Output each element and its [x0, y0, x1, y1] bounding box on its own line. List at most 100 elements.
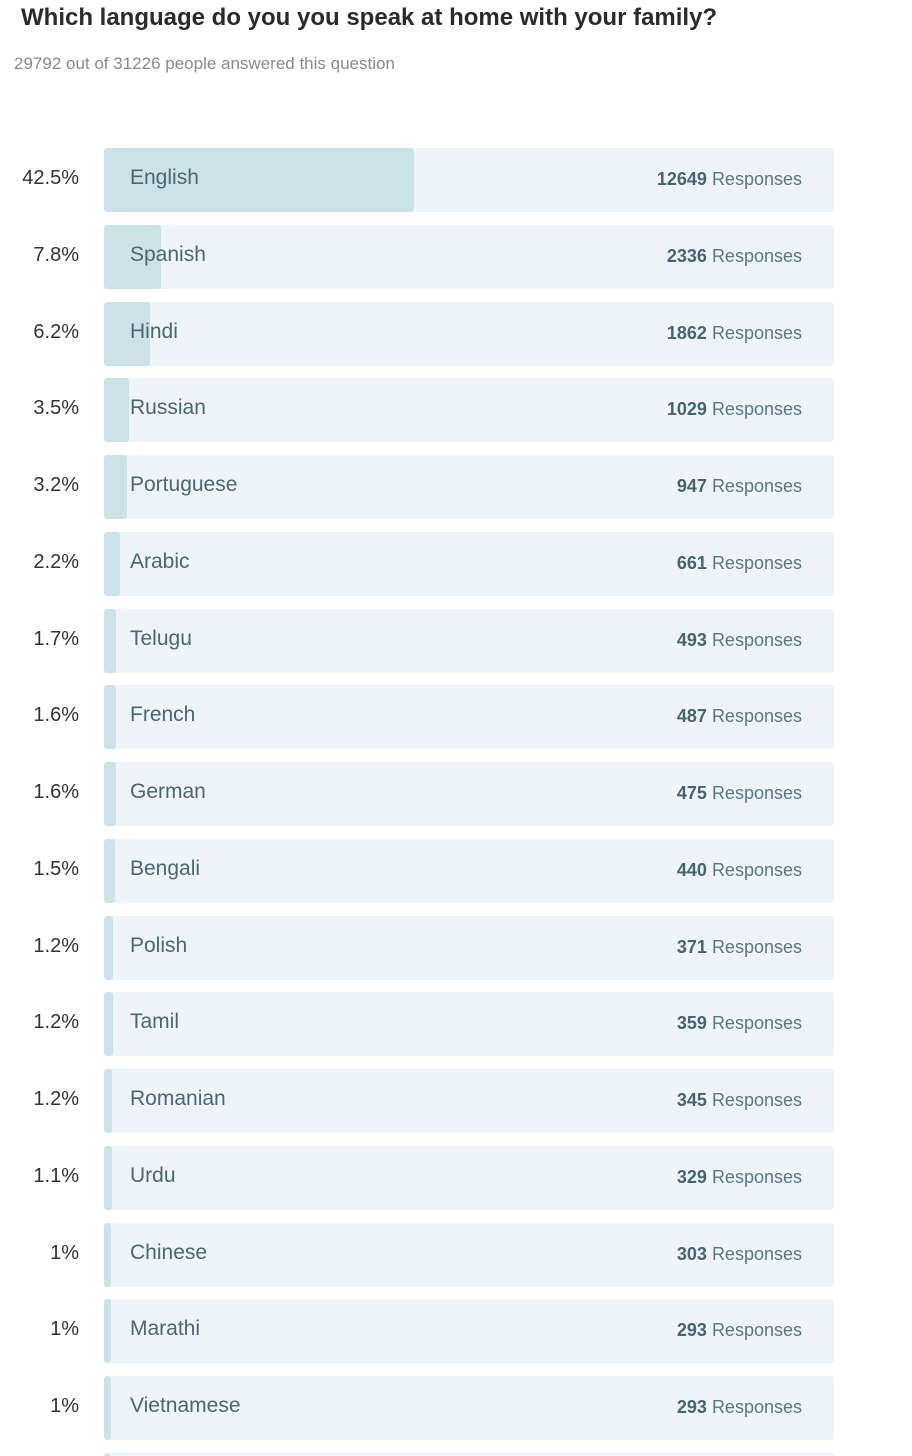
percent-label: 42.5%	[22, 167, 79, 189]
percent-label: 1.7%	[33, 628, 79, 650]
percent-label: 1.2%	[33, 935, 79, 957]
category-label: Bengali	[130, 857, 201, 880]
response-count-value: 440	[676, 860, 707, 880]
bar-fill	[104, 1146, 112, 1210]
category-label: Spanish	[130, 243, 206, 266]
responses-word: Responses	[711, 399, 802, 419]
bar-fill	[104, 992, 113, 1056]
category-label: Russian	[130, 396, 206, 419]
bar-track: Romanian 345 Responses	[104, 1069, 834, 1133]
bar-track: French 487 Responses	[104, 685, 834, 749]
percent-label: 1.2%	[33, 1011, 79, 1033]
bar-row-partial	[0, 1453, 912, 1456]
bar-track: Arabic 661 Responses	[104, 532, 834, 596]
responses-word: Responses	[711, 476, 802, 496]
category-label: English	[130, 166, 199, 189]
bar-track	[104, 1453, 834, 1456]
response-count: 345 Responses	[677, 1069, 802, 1133]
bar-row: 1.2% Polish 371 Responses	[0, 916, 912, 980]
responses-word: Responses	[711, 553, 802, 573]
bar-row: 1.2% Romanian 345 Responses	[0, 1069, 912, 1133]
response-count: 487 Responses	[677, 685, 802, 749]
responses-word: Responses	[711, 937, 802, 957]
percent-label: 6.2%	[33, 321, 79, 343]
bar-row: 3.2% Portuguese 947 Responses	[0, 455, 912, 519]
responses-word: Responses	[711, 1167, 802, 1187]
bar-row: 1% Chinese 303 Responses	[0, 1223, 912, 1287]
responses-word: Responses	[711, 323, 802, 343]
bar-row: 1.6% German 475 Responses	[0, 762, 912, 826]
bar-fill	[104, 1223, 111, 1287]
percent-label: 3.2%	[33, 474, 79, 496]
responses-word: Responses	[711, 1090, 802, 1110]
response-count-value: 475	[676, 783, 707, 803]
response-count-value: 661	[676, 553, 707, 573]
bar-fill	[104, 455, 127, 519]
bar-track: Tamil 359 Responses	[104, 992, 834, 1056]
response-count-value: 493	[676, 630, 707, 650]
bar-fill	[104, 685, 116, 749]
responses-word: Responses	[711, 1244, 802, 1264]
response-count-value: 345	[676, 1090, 707, 1110]
response-count: 303 Responses	[677, 1223, 802, 1287]
category-label: Romanian	[130, 1087, 226, 1110]
bar-fill	[104, 839, 115, 903]
responses-word: Responses	[711, 860, 802, 880]
bar-track: German 475 Responses	[104, 762, 834, 826]
response-count: 293 Responses	[677, 1299, 802, 1363]
bar-track: Portuguese 947 Responses	[104, 455, 834, 519]
response-count-value: 947	[676, 476, 707, 496]
bar-row: 7.8% Spanish 2336 Responses	[0, 225, 912, 289]
responses-word: Responses	[711, 630, 802, 650]
response-count: 947 Responses	[677, 455, 802, 519]
responses-word: Responses	[711, 783, 802, 803]
bar-row: 6.2% Hindi 1862 Responses	[0, 302, 912, 366]
bar-track: Russian 1029 Responses	[104, 378, 834, 442]
bar-track: Spanish 2336 Responses	[104, 225, 834, 289]
bar-fill	[104, 148, 414, 212]
response-count: 440 Responses	[677, 839, 802, 903]
responses-word: Responses	[711, 1320, 802, 1340]
bar-row: 1% Vietnamese 293 Responses	[0, 1376, 912, 1440]
bar-fill	[104, 609, 116, 673]
percent-label: 2.2%	[33, 551, 79, 573]
bar-fill	[104, 1069, 112, 1133]
bar-fill	[104, 378, 129, 442]
bar-row: 1.1% Urdu 329 Responses	[0, 1146, 912, 1210]
bar-row: 3.5% Russian 1029 Responses	[0, 378, 912, 442]
bar-row: 1.5% Bengali 440 Responses	[0, 839, 912, 903]
response-count-value: 487	[676, 706, 707, 726]
bar-fill	[104, 762, 116, 826]
response-count-value: 1029	[666, 399, 707, 419]
bar-track: Telugu 493 Responses	[104, 609, 834, 673]
bar-row: 1.2% Tamil 359 Responses	[0, 992, 912, 1056]
bar-row: 2.2% Arabic 661 Responses	[0, 532, 912, 596]
percent-label: 1.2%	[33, 1088, 79, 1110]
response-count: 661 Responses	[677, 532, 802, 596]
category-label: Vietnamese	[130, 1394, 241, 1417]
percent-label: 1.6%	[33, 704, 79, 726]
category-label: Portuguese	[130, 473, 238, 496]
response-count-value: 12649	[656, 169, 707, 189]
response-count-value: 303	[676, 1244, 707, 1264]
response-count-value: 329	[676, 1167, 707, 1187]
response-count-value: 293	[676, 1320, 707, 1340]
percent-label: 1.6%	[33, 781, 79, 803]
bar-fill	[104, 916, 113, 980]
percent-label: 1%	[50, 1318, 79, 1340]
bar-fill	[104, 532, 120, 596]
bar-row: 1% Marathi 293 Responses	[0, 1299, 912, 1363]
responses-word: Responses	[711, 1397, 802, 1417]
category-label: German	[130, 780, 206, 803]
category-label: Urdu	[130, 1164, 176, 1187]
category-label: Telugu	[130, 627, 192, 650]
response-count: 493 Responses	[677, 609, 802, 673]
category-label: Arabic	[130, 550, 190, 573]
response-count: 1862 Responses	[667, 302, 802, 366]
bar-track: Polish 371 Responses	[104, 916, 834, 980]
response-count-value: 293	[676, 1397, 707, 1417]
response-count-value: 1862	[666, 323, 707, 343]
category-label: Polish	[130, 934, 188, 957]
bar-track: Vietnamese 293 Responses	[104, 1376, 834, 1440]
